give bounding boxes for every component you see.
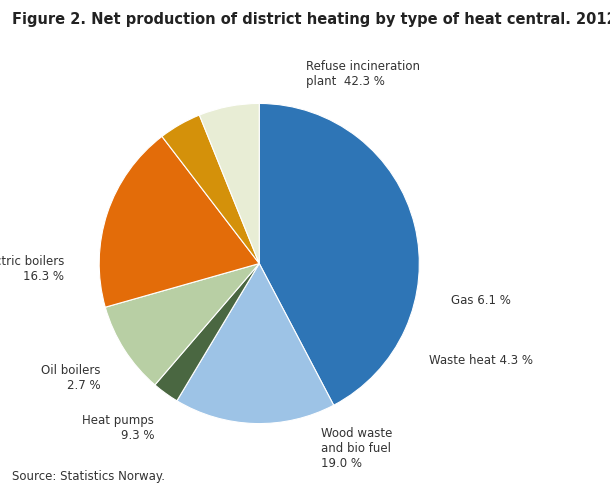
Wedge shape <box>199 103 259 264</box>
Wedge shape <box>106 264 259 385</box>
Text: Heat pumps
9.3 %: Heat pumps 9.3 % <box>82 414 154 442</box>
Text: Waste heat 4.3 %: Waste heat 4.3 % <box>429 354 533 367</box>
Text: Electric boilers
16.3 %: Electric boilers 16.3 % <box>0 255 64 283</box>
Text: Refuse incineration
plant  42.3 %: Refuse incineration plant 42.3 % <box>306 60 420 88</box>
Wedge shape <box>155 264 259 401</box>
Text: Figure 2. Net production of district heating by type of heat central. 2012: Figure 2. Net production of district hea… <box>12 12 610 27</box>
Wedge shape <box>162 115 259 264</box>
Wedge shape <box>177 264 334 424</box>
Text: Gas 6.1 %: Gas 6.1 % <box>451 294 511 307</box>
Wedge shape <box>99 137 259 307</box>
Text: Wood waste
and bio fuel
19.0 %: Wood waste and bio fuel 19.0 % <box>321 427 392 470</box>
Text: Oil boilers
2.7 %: Oil boilers 2.7 % <box>41 364 101 392</box>
Text: Source: Statistics Norway.: Source: Statistics Norway. <box>12 470 165 483</box>
Wedge shape <box>259 103 419 405</box>
